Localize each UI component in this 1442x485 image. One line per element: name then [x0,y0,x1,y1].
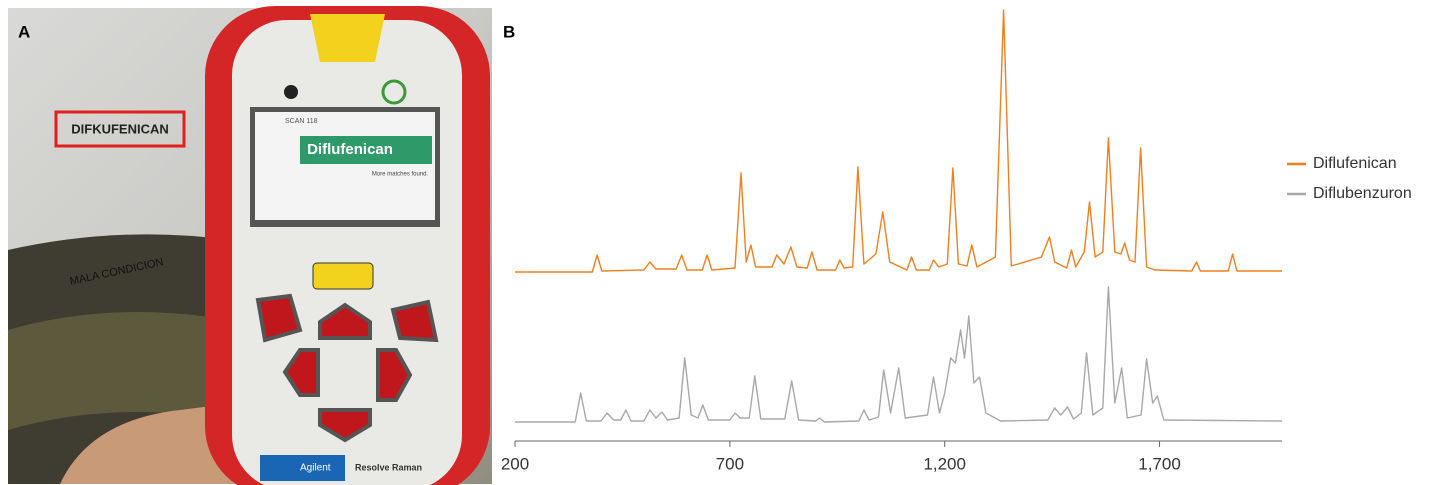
spectrum-line [515,9,1282,273]
brand-strip [260,455,345,481]
enter-button [390,299,439,343]
legend-label: Diflufenican [1313,155,1397,172]
x-tick-label: 200 [501,454,529,473]
sign-text: DIFKUFENICAN [71,121,169,136]
panel-label: A [18,22,30,41]
laser-icon [284,85,298,99]
laser-warning [310,14,385,62]
up-button [318,302,372,340]
screen-header: SCAN 118 [285,118,318,125]
product: Resolve Raman [355,462,422,472]
result-banner [300,136,432,164]
screen [255,112,435,220]
scan-button [312,262,374,290]
right-button [376,348,413,402]
spectrum-line [515,286,1283,423]
power-button [381,79,407,105]
cancel-button [255,293,303,343]
x-tick-label: 1,700 [1138,454,1181,473]
photo: MALA CONDICION DIFKUFENICAN SCAN 118 Dif… [8,6,492,485]
left-button [282,348,320,397]
panel-label: B [503,22,515,41]
screen-note: More matches found. [372,172,429,178]
x-tick-label: 700 [716,454,744,473]
x-tick-label: 1,200 [923,454,966,473]
brand: Agilent [300,463,331,474]
wrap-highlight [8,312,230,430]
label-box [54,110,186,148]
down-button [318,408,372,443]
legend-label: Diflubenzuron [1313,185,1412,202]
screen-result: Diflufenican [307,141,393,158]
